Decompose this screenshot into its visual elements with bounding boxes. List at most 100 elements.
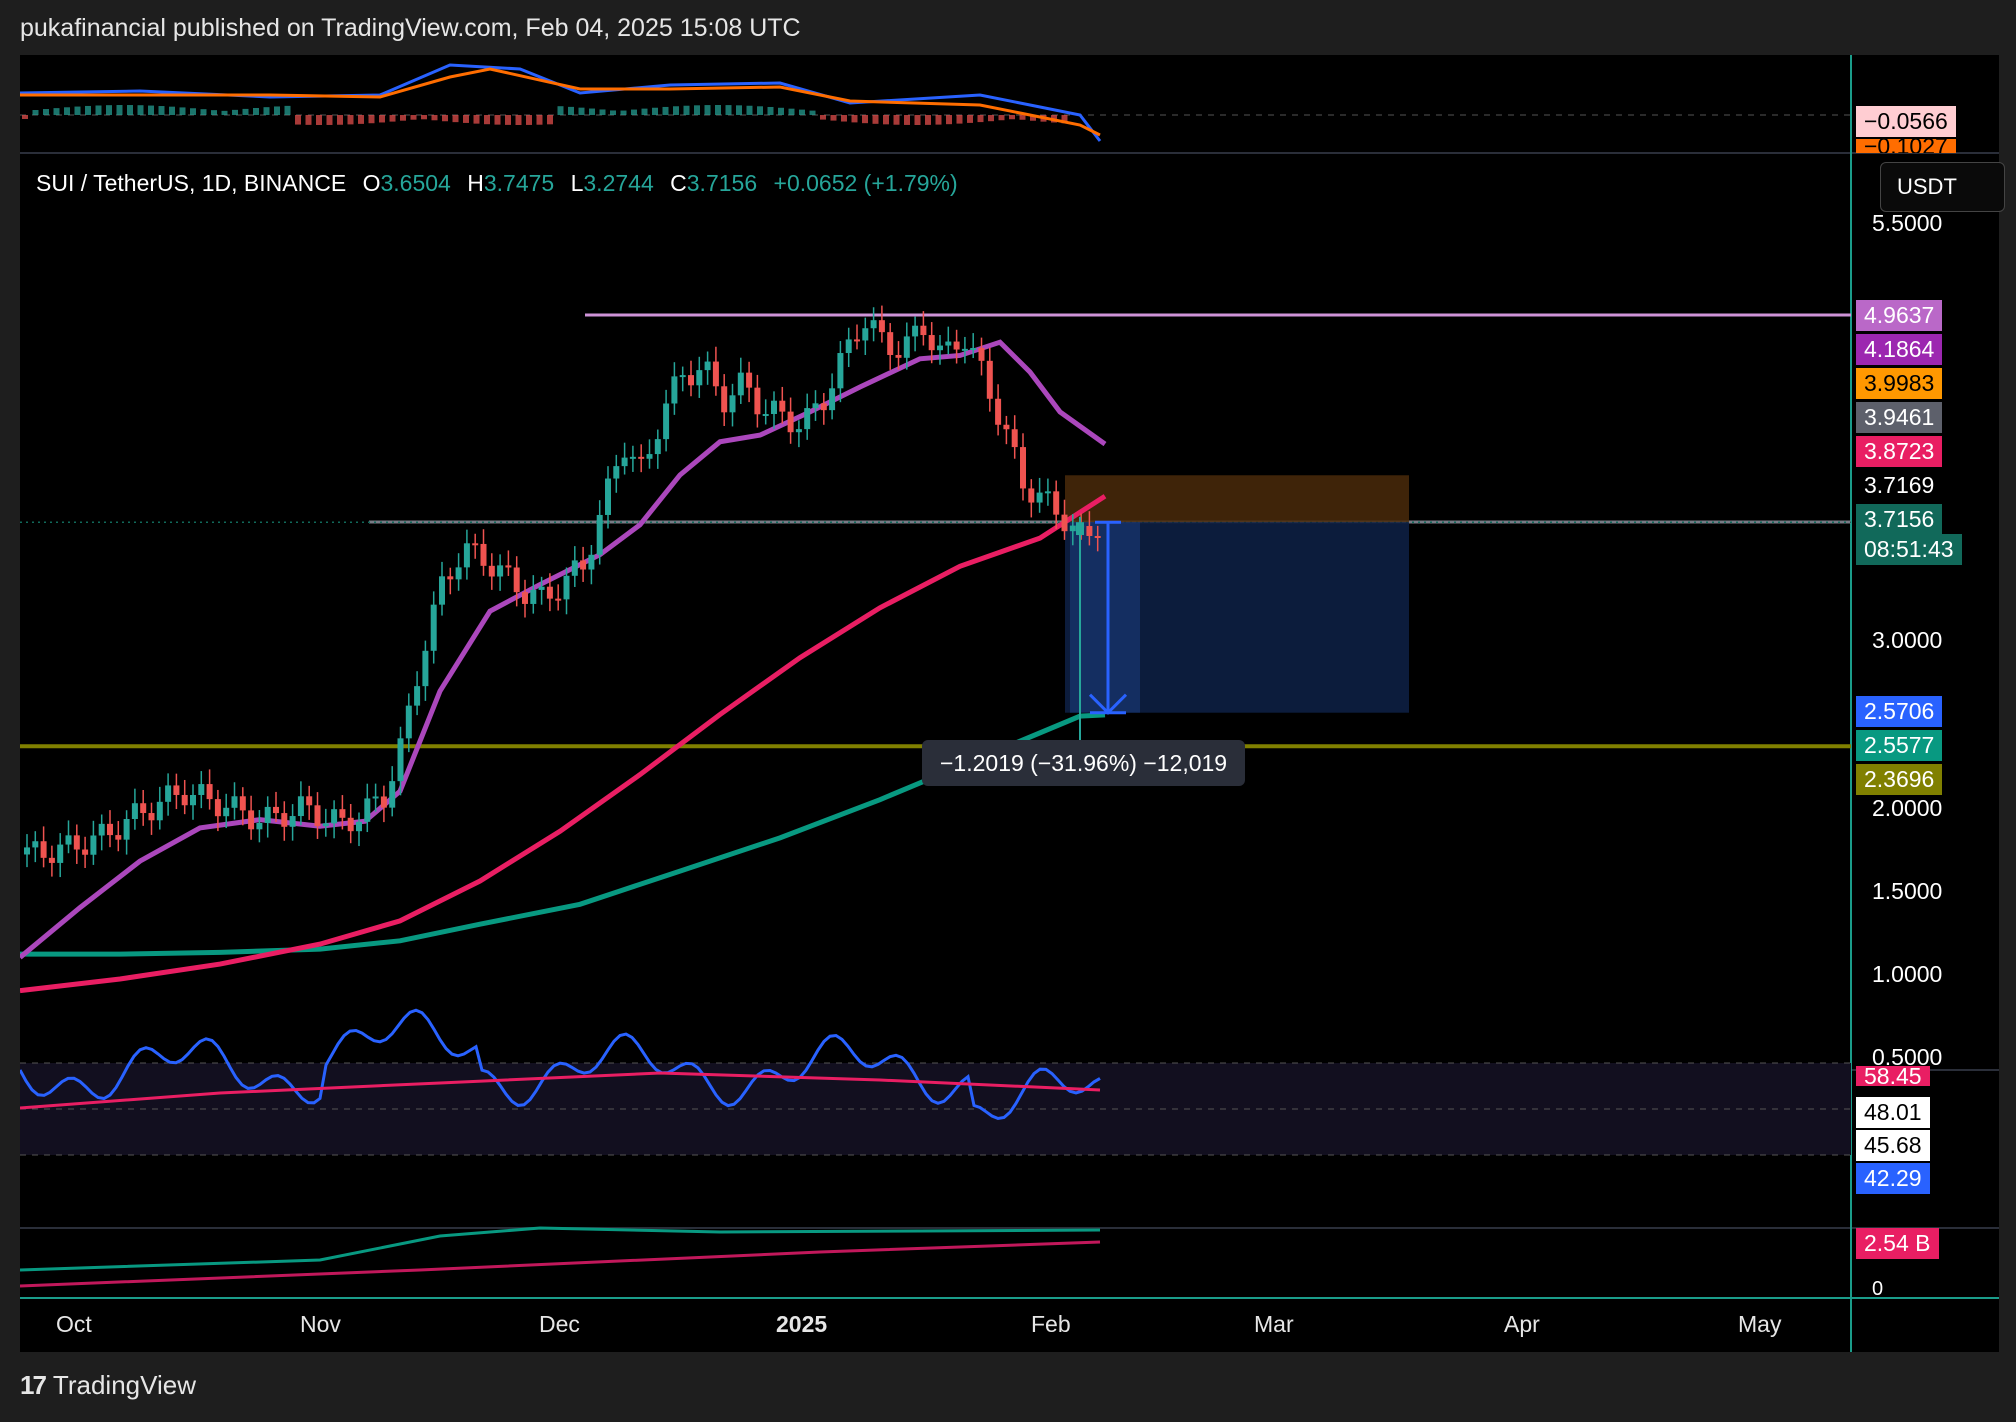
macd-histogram-bar [242, 108, 249, 115]
candle-body [679, 375, 686, 378]
price-tick-4: 1.5000 [1872, 878, 1943, 904]
candle-body [206, 784, 213, 800]
candle-body [273, 806, 279, 814]
macd-histogram-bar [757, 106, 763, 115]
candle-body [845, 339, 852, 354]
candle-body [439, 576, 445, 605]
macd-histogram-bar [410, 115, 417, 120]
macd-histogram-bar [830, 115, 837, 121]
rsi-tag-4: 42.29 [1856, 1163, 1930, 1194]
candle-body [937, 345, 943, 351]
macd-histogram-bar [610, 110, 616, 115]
macd-histogram-bar [305, 115, 312, 125]
candle-body [331, 809, 338, 824]
publisher-line: pukafinancial published on TradingView.c… [20, 14, 801, 42]
candle-body [737, 372, 744, 396]
candle-body [638, 456, 645, 459]
macd-histogram-bar [704, 105, 711, 115]
low-value: 3.2744 [583, 170, 654, 196]
candle-body [721, 386, 728, 413]
level-tag-3-7169: 3.7169 [1856, 470, 1943, 501]
candle-body [256, 822, 263, 830]
candle-body [812, 403, 819, 409]
volume-ma-line [20, 1240, 1101, 1288]
candle-body [40, 841, 47, 858]
rsi-tag-1: 58.45 [1856, 1066, 1930, 1086]
candle-body [953, 341, 960, 350]
macd-histogram-bar [22, 115, 28, 119]
macd-histogram-bar [190, 108, 196, 115]
macd-histogram-bar [253, 107, 259, 115]
candle-body [397, 738, 404, 782]
ma-tag-green: 2.5577 [1856, 730, 1943, 761]
macd-histogram-bar [988, 115, 994, 122]
rsi-tag-2: 48.01 [1856, 1097, 1930, 1128]
x-label-nov: Nov [300, 1311, 341, 1337]
macd-histogram-bar [137, 105, 144, 115]
macd-signal-line [20, 67, 1101, 137]
candle-body [297, 796, 304, 817]
ma-tag-purple: 4.1864 [1856, 334, 1943, 365]
chart-frame[interactable]: SUI / TetherUS, 1D, BINANCE O3.6504 H3.7… [20, 55, 2005, 1352]
macd-histogram-bar [232, 109, 238, 115]
macd-histogram-bar [914, 115, 921, 125]
candle-body [214, 799, 221, 817]
candle-body [746, 372, 753, 388]
macd-histogram-bar [778, 107, 784, 115]
candle-body [613, 466, 620, 479]
rsi-ma-line [20, 1071, 1101, 1110]
candle-body [995, 398, 1002, 425]
macd-histogram-bar [820, 115, 826, 120]
macd-histogram-bar [851, 115, 858, 123]
last-price-tag: 3.7156 [1856, 504, 1943, 535]
macd-histogram-bar [158, 106, 165, 115]
candle-body [173, 785, 180, 795]
candle-body [463, 543, 470, 568]
candle-body [339, 809, 346, 818]
macd-histogram-bar [620, 110, 627, 115]
chart-canvas[interactable] [20, 55, 1999, 1352]
candle-body [356, 821, 362, 832]
symbol-legend[interactable]: SUI / TetherUS, 1D, BINANCE O3.6504 H3.7… [36, 170, 958, 197]
candle-body [90, 835, 97, 855]
macd-histogram-bar [526, 115, 532, 125]
macd-histogram-bar [200, 109, 207, 115]
macd-histogram-bar [631, 109, 637, 115]
candle-body [986, 360, 993, 399]
ma-tag-red: 3.8723 [1856, 436, 1943, 467]
macd-histogram-bar [946, 115, 952, 125]
macd-histogram-bar [400, 115, 406, 121]
candle-body [148, 813, 155, 821]
candle-body [223, 807, 230, 817]
candle-body [870, 320, 877, 329]
macd-histogram-bar [368, 115, 375, 124]
candle-body [920, 325, 927, 336]
candle-body [588, 554, 595, 570]
macd-histogram-bar [967, 115, 973, 123]
level-tag-olive: 2.3696 [1856, 764, 1943, 795]
candle-body [970, 347, 977, 350]
macd-histogram-bar [767, 106, 774, 115]
currency-button[interactable]: USDT [1880, 162, 2005, 212]
macd-histogram-bar [715, 105, 721, 115]
price-tick-6: 0.5000 [1872, 1044, 1943, 1070]
macd-histogram-bar [694, 105, 700, 115]
rsi-line [20, 1008, 1101, 1121]
candle-body [646, 454, 653, 459]
candle-body [414, 686, 421, 706]
macd-histogram-bar [431, 115, 438, 121]
macd-tag-2: −0.1027 [1856, 139, 1956, 153]
candle-body [829, 388, 836, 411]
macd-histogram-bar [116, 105, 123, 115]
candle-body [571, 560, 578, 576]
macd-histogram-bar [956, 115, 963, 124]
candle-body [787, 411, 794, 433]
macd-histogram-bar [736, 105, 742, 115]
candle-body [181, 794, 188, 806]
footer[interactable]: 17 TradingView [20, 1370, 196, 1401]
candle-body [779, 400, 786, 412]
volume-line [20, 1226, 1101, 1272]
candle-body [107, 823, 113, 836]
macd-histogram-bar [904, 115, 910, 125]
x-label-apr: Apr [1504, 1311, 1540, 1337]
